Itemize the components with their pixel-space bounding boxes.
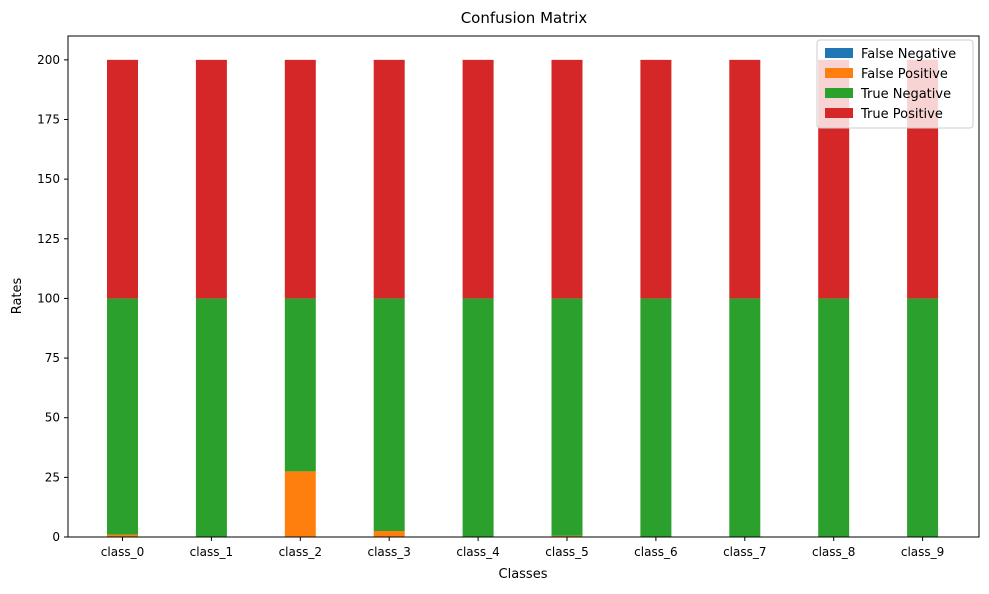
x-tick-label-class_0: class_0	[101, 545, 144, 559]
chart-title: Confusion Matrix	[461, 9, 588, 27]
bar-true-negative-class_8	[818, 298, 850, 537]
bar-true-negative-class_3	[373, 298, 405, 532]
x-tick-label-class_7: class_7	[723, 545, 766, 559]
bar-true-negative-class_9	[907, 298, 939, 537]
y-tick-label: 0	[52, 530, 60, 544]
legend-label-false-negative: False Negative	[861, 47, 956, 62]
bar-true-positive-class_1	[195, 59, 227, 299]
legend-swatch-true-negative	[825, 88, 853, 98]
bar-true-positive-class_4	[462, 59, 494, 299]
x-tick-label-class_1: class_1	[190, 545, 233, 559]
x-axis-title: Classes	[499, 567, 548, 582]
axes-layer: 0 25 50 75 100 125 150 175 200 class_0 class_1 clas…	[37, 35, 980, 559]
bar-true-negative-class_4	[462, 298, 494, 537]
plot-frame	[67, 35, 980, 538]
x-tick-label-class_6: class_6	[634, 545, 677, 559]
legend: False Negative False Positive True Negativ…	[816, 39, 974, 129]
legend-box	[816, 39, 974, 129]
legend-label-true-positive: True Positive	[860, 107, 943, 122]
y-tick-label: 100	[37, 291, 60, 305]
bar-true-negative-class_6	[640, 298, 672, 537]
x-tick-label-class_4: class_4	[456, 545, 499, 559]
y-tick-label: 75	[45, 351, 60, 365]
legend-label-false-positive: False Positive	[861, 67, 948, 82]
x-tick-label-class_3: class_3	[367, 545, 410, 559]
bar-false-positive-class_5	[551, 535, 583, 537]
y-tick-label: 25	[45, 470, 60, 484]
bar-true-negative-class_2	[284, 298, 316, 472]
x-tick-label-class_9: class_9	[901, 545, 944, 559]
x-tick-label-class_8: class_8	[812, 545, 855, 559]
y-tick-label: 125	[37, 232, 60, 246]
x-tick-label-class_2: class_2	[279, 545, 322, 559]
bar-true-negative-class_5	[551, 298, 583, 536]
bar-false-positive-class_2	[284, 471, 316, 537]
bar-true-negative-class_7	[729, 298, 761, 537]
x-tick-label-class_5: class_5	[545, 545, 588, 559]
legend-swatch-true-positive	[825, 108, 853, 118]
legend-label-true-negative: True Negative	[860, 87, 951, 102]
bar-true-positive-class_2	[284, 59, 316, 299]
bar-true-positive-class_6	[640, 59, 672, 299]
bar-true-positive-class_5	[551, 59, 583, 299]
y-axis-title: Rates	[10, 277, 25, 314]
bar-false-positive-class_3	[373, 531, 405, 537]
y-tick-label: 175	[37, 113, 60, 127]
y-tick-label: 150	[37, 172, 60, 186]
bar-true-negative-class_0	[107, 298, 138, 535]
bar-true-positive-class_0	[107, 59, 138, 299]
bars-layer	[107, 59, 939, 537]
legend-swatch-false-positive	[825, 68, 853, 78]
y-tick-label: 50	[45, 411, 60, 425]
bar-true-positive-class_3	[373, 59, 405, 299]
y-tick-label: 200	[37, 53, 60, 67]
bar-true-negative-class_1	[195, 298, 227, 537]
bar-false-positive-class_0	[107, 534, 138, 537]
legend-swatch-false-negative	[825, 48, 853, 58]
bar-true-positive-class_7	[729, 59, 761, 299]
